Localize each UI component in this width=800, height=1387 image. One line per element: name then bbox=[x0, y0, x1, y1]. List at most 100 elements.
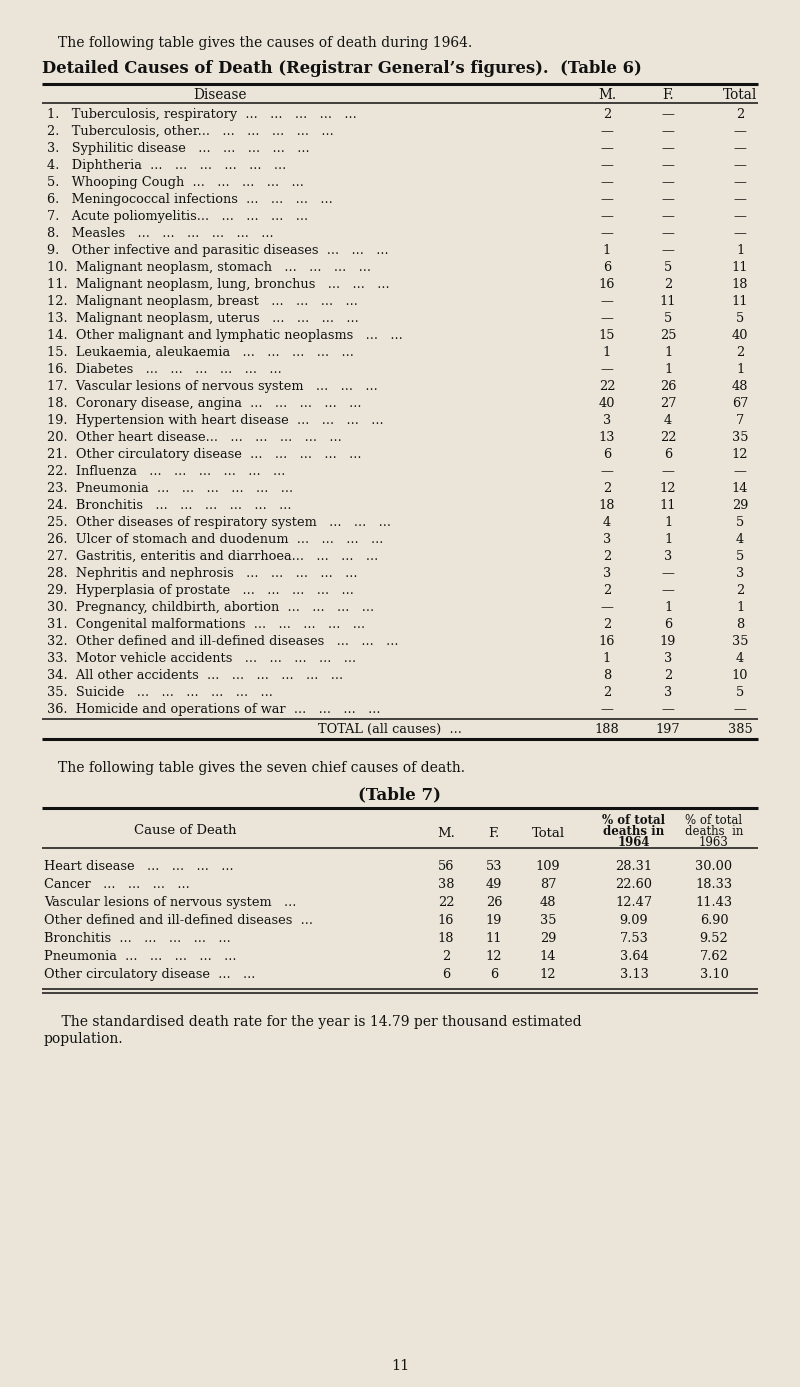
Text: 1964: 1964 bbox=[618, 836, 650, 849]
Text: Other defined and ill-defined diseases  ...: Other defined and ill-defined diseases .… bbox=[44, 914, 313, 927]
Text: 16: 16 bbox=[438, 914, 454, 927]
Text: —: — bbox=[601, 703, 614, 716]
Text: 18.33: 18.33 bbox=[695, 878, 733, 890]
Text: —: — bbox=[601, 295, 614, 308]
Text: % of total: % of total bbox=[602, 814, 666, 827]
Text: 197: 197 bbox=[656, 723, 680, 736]
Text: 32.  Other defined and ill-defined diseases   ...   ...   ...: 32. Other defined and ill-defined diseas… bbox=[47, 635, 398, 648]
Text: 8.   Measles   ...   ...   ...   ...   ...   ...: 8. Measles ... ... ... ... ... ... bbox=[47, 227, 274, 240]
Text: —: — bbox=[601, 601, 614, 614]
Text: 28.  Nephritis and nephrosis   ...   ...   ...   ...   ...: 28. Nephritis and nephrosis ... ... ... … bbox=[47, 567, 358, 580]
Text: —: — bbox=[601, 160, 614, 172]
Text: 7: 7 bbox=[736, 413, 744, 427]
Text: Total: Total bbox=[723, 87, 757, 103]
Text: population.: population. bbox=[44, 1032, 124, 1046]
Text: 1: 1 bbox=[664, 345, 672, 359]
Text: 5: 5 bbox=[664, 261, 672, 275]
Text: 12: 12 bbox=[486, 950, 502, 963]
Text: —: — bbox=[734, 160, 746, 172]
Text: 9.   Other infective and parasitic diseases  ...   ...   ...: 9. Other infective and parasitic disease… bbox=[47, 244, 389, 257]
Text: 2: 2 bbox=[603, 687, 611, 699]
Text: M.: M. bbox=[437, 827, 455, 841]
Text: Bronchitis  ...   ...   ...   ...   ...: Bronchitis ... ... ... ... ... bbox=[44, 932, 230, 945]
Text: —: — bbox=[662, 108, 674, 121]
Text: 10: 10 bbox=[732, 669, 748, 682]
Text: 20.  Other heart disease...   ...   ...   ...   ...   ...: 20. Other heart disease... ... ... ... .… bbox=[47, 431, 342, 444]
Text: 3.10: 3.10 bbox=[699, 968, 729, 981]
Text: 12.  Malignant neoplasm, breast   ...   ...   ...   ...: 12. Malignant neoplasm, breast ... ... .… bbox=[47, 295, 358, 308]
Text: 11: 11 bbox=[391, 1359, 409, 1373]
Text: 7.53: 7.53 bbox=[619, 932, 649, 945]
Text: 5: 5 bbox=[736, 516, 744, 528]
Text: 40: 40 bbox=[732, 329, 748, 343]
Text: 109: 109 bbox=[536, 860, 560, 872]
Text: —: — bbox=[662, 703, 674, 716]
Text: 13: 13 bbox=[598, 431, 615, 444]
Text: 48: 48 bbox=[732, 380, 748, 393]
Text: 6: 6 bbox=[603, 448, 611, 460]
Text: 16: 16 bbox=[599, 277, 615, 291]
Text: 6.   Meningococcal infections  ...   ...   ...   ...: 6. Meningococcal infections ... ... ... … bbox=[47, 193, 333, 207]
Text: 25: 25 bbox=[660, 329, 676, 343]
Text: —: — bbox=[601, 209, 614, 223]
Text: 3: 3 bbox=[664, 652, 672, 664]
Text: 385: 385 bbox=[728, 723, 752, 736]
Text: 1: 1 bbox=[603, 244, 611, 257]
Text: 30.00: 30.00 bbox=[695, 860, 733, 872]
Text: 1963: 1963 bbox=[699, 836, 729, 849]
Text: 6.90: 6.90 bbox=[700, 914, 728, 927]
Text: 2: 2 bbox=[603, 619, 611, 631]
Text: —: — bbox=[662, 193, 674, 207]
Text: 67: 67 bbox=[732, 397, 748, 411]
Text: —: — bbox=[601, 141, 614, 155]
Text: 2: 2 bbox=[736, 584, 744, 596]
Text: 1: 1 bbox=[664, 533, 672, 546]
Text: 12: 12 bbox=[540, 968, 556, 981]
Text: 2: 2 bbox=[603, 483, 611, 495]
Text: 26: 26 bbox=[486, 896, 502, 908]
Text: —: — bbox=[662, 209, 674, 223]
Text: —: — bbox=[734, 176, 746, 189]
Text: 5: 5 bbox=[736, 687, 744, 699]
Text: 3: 3 bbox=[603, 413, 611, 427]
Text: 3: 3 bbox=[736, 567, 744, 580]
Text: —: — bbox=[601, 465, 614, 479]
Text: M.: M. bbox=[598, 87, 616, 103]
Text: 1: 1 bbox=[736, 601, 744, 614]
Text: 22: 22 bbox=[438, 896, 454, 908]
Text: —: — bbox=[662, 227, 674, 240]
Text: 11: 11 bbox=[486, 932, 502, 945]
Text: 11.43: 11.43 bbox=[695, 896, 733, 908]
Text: 3: 3 bbox=[664, 687, 672, 699]
Text: 4.   Diphtheria  ...   ...   ...   ...   ...   ...: 4. Diphtheria ... ... ... ... ... ... bbox=[47, 160, 286, 172]
Text: 3.64: 3.64 bbox=[620, 950, 648, 963]
Text: 18: 18 bbox=[438, 932, 454, 945]
Text: 11: 11 bbox=[660, 499, 676, 512]
Text: 1: 1 bbox=[664, 601, 672, 614]
Text: Heart disease   ...   ...   ...   ...: Heart disease ... ... ... ... bbox=[44, 860, 234, 872]
Text: 4: 4 bbox=[603, 516, 611, 528]
Text: 53: 53 bbox=[486, 860, 502, 872]
Text: 35: 35 bbox=[732, 431, 748, 444]
Text: —: — bbox=[662, 176, 674, 189]
Text: —: — bbox=[662, 141, 674, 155]
Text: 2: 2 bbox=[603, 584, 611, 596]
Text: 87: 87 bbox=[540, 878, 556, 890]
Text: —: — bbox=[734, 125, 746, 137]
Text: 2: 2 bbox=[736, 345, 744, 359]
Text: 18: 18 bbox=[732, 277, 748, 291]
Text: Pneumonia  ...   ...   ...   ...   ...: Pneumonia ... ... ... ... ... bbox=[44, 950, 237, 963]
Text: 2: 2 bbox=[664, 669, 672, 682]
Text: 2.   Tuberculosis, other...   ...   ...   ...   ...   ...: 2. Tuberculosis, other... ... ... ... ..… bbox=[47, 125, 334, 137]
Text: Other circulatory disease  ...   ...: Other circulatory disease ... ... bbox=[44, 968, 255, 981]
Text: 19: 19 bbox=[486, 914, 502, 927]
Text: 2: 2 bbox=[603, 108, 611, 121]
Text: —: — bbox=[734, 141, 746, 155]
Text: 22: 22 bbox=[598, 380, 615, 393]
Text: TOTAL (all causes)  ...: TOTAL (all causes) ... bbox=[318, 723, 462, 736]
Text: 2: 2 bbox=[442, 950, 450, 963]
Text: 14: 14 bbox=[732, 483, 748, 495]
Text: 27: 27 bbox=[660, 397, 676, 411]
Text: 6: 6 bbox=[664, 619, 672, 631]
Text: 19: 19 bbox=[660, 635, 676, 648]
